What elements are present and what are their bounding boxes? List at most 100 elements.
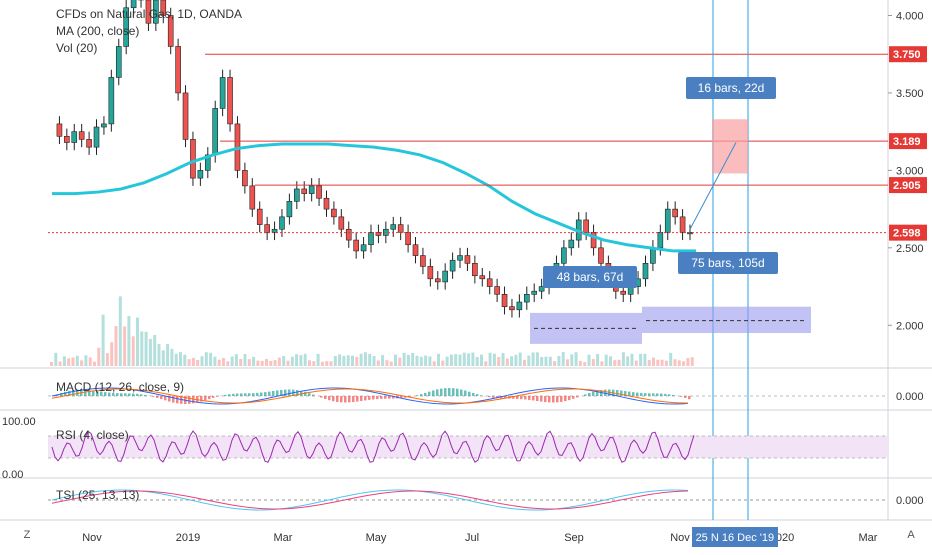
- volume-bar: [256, 361, 259, 366]
- volume-bar: [420, 357, 423, 366]
- volume-bar: [183, 355, 186, 366]
- macd-label: MACD (12, 26, close, 9): [56, 380, 184, 394]
- volume-bar: [368, 354, 371, 366]
- volume-bar: [510, 356, 513, 366]
- volume-bar: [450, 355, 453, 366]
- volume-bar: [489, 353, 492, 366]
- macd-histogram-bar: [636, 393, 639, 396]
- volume-bar: [222, 358, 225, 366]
- volume-bar: [583, 362, 586, 366]
- macd-histogram-bar: [252, 393, 255, 396]
- candle-body: [101, 124, 106, 127]
- volume-bar: [609, 356, 612, 366]
- date-badge-label: 16 Dec '19: [722, 532, 774, 544]
- left-scale-button[interactable]: Z: [18, 526, 36, 544]
- x-tick-label: Mar: [274, 532, 293, 544]
- volume-bar: [72, 357, 75, 366]
- volume-bar: [588, 355, 591, 366]
- volume-bar: [596, 354, 599, 366]
- measure-date-range-box-2[interactable]: [642, 307, 811, 333]
- volume-bar: [626, 356, 629, 366]
- macd-histogram-bar: [584, 394, 587, 396]
- volume-bar: [665, 361, 668, 366]
- volume-bar: [446, 357, 449, 366]
- volume-bar: [639, 354, 642, 366]
- volume-bar: [669, 353, 672, 366]
- macd-histogram-bar: [492, 396, 495, 398]
- volume-bar: [67, 358, 70, 366]
- volume-bar: [592, 359, 595, 366]
- candle-body: [279, 217, 284, 229]
- volume-bar: [467, 353, 470, 366]
- volume-bar: [188, 359, 191, 366]
- macd-histogram-bar: [452, 388, 455, 396]
- macd-histogram-bar: [592, 392, 595, 396]
- measure-price-range-box[interactable]: [712, 119, 748, 173]
- candle-body: [465, 256, 470, 264]
- volume-bar: [691, 357, 694, 366]
- candle-body: [495, 287, 500, 295]
- macd-histogram-bar: [264, 392, 267, 396]
- macd-histogram-bar: [276, 390, 279, 396]
- volume-bar: [373, 356, 376, 366]
- macd-histogram-bar: [652, 393, 655, 396]
- volume-bar: [364, 352, 367, 366]
- volume-bar: [523, 360, 526, 366]
- ma200-line: [52, 144, 696, 251]
- volume-bar: [80, 360, 83, 366]
- y-tick-label: 3.500: [896, 88, 924, 100]
- macd-histogram-bar: [328, 396, 331, 400]
- auto-scale-button[interactable]: A: [902, 526, 920, 544]
- volume-bar: [269, 361, 272, 366]
- candle-body: [524, 294, 529, 302]
- volume-bar: [532, 352, 535, 366]
- volume-bar: [179, 352, 182, 366]
- macd-histogram-bar: [520, 396, 523, 399]
- macd-histogram-bar: [216, 396, 219, 397]
- y-tick-label: 2.500: [896, 243, 924, 255]
- volume-bar: [549, 357, 552, 366]
- volume-bar: [218, 360, 221, 366]
- candle-body: [517, 302, 522, 310]
- macd-histogram-bar: [548, 396, 551, 402]
- macd-histogram-bar: [236, 394, 239, 396]
- volume-bar: [317, 354, 320, 366]
- macd-histogram-bar: [308, 393, 311, 396]
- volume-bar: [661, 360, 664, 366]
- volume-bar: [192, 358, 195, 366]
- volume-bar: [295, 354, 298, 366]
- candle-body: [502, 294, 507, 306]
- macd-histogram-bar: [212, 396, 215, 398]
- volume-bar: [536, 352, 539, 366]
- macd-histogram-bar: [332, 396, 335, 401]
- volume-bar: [115, 326, 118, 366]
- candle-body: [532, 291, 537, 294]
- macd-histogram-bar: [384, 396, 387, 399]
- x-tick-label: Nov: [670, 532, 690, 544]
- macd-histogram-bar: [436, 389, 439, 396]
- volume-bar: [330, 361, 333, 366]
- macd-histogram-bar: [152, 396, 155, 397]
- candle-body: [643, 263, 648, 278]
- macd-histogram-bar: [648, 393, 651, 396]
- volume-bar: [441, 361, 444, 366]
- macd-histogram-bar: [644, 393, 647, 396]
- volume-bar: [282, 356, 285, 366]
- volume-bar: [158, 344, 161, 366]
- macd-histogram-bar: [616, 390, 619, 396]
- volume-bar: [132, 336, 135, 366]
- volume-bar: [127, 316, 130, 366]
- volume-bar: [347, 355, 350, 366]
- macd-histogram-bar: [244, 393, 247, 396]
- macd-histogram-bar: [440, 389, 443, 396]
- volume-bar: [63, 356, 66, 366]
- macd-histogram-bar: [540, 396, 543, 402]
- macd-histogram-bar: [632, 392, 635, 396]
- macd-histogram-bar: [576, 396, 579, 397]
- volume-bar: [334, 356, 337, 366]
- volume-bar: [231, 357, 234, 366]
- volume-bar: [299, 355, 302, 366]
- macd-histogram-bar: [468, 392, 471, 396]
